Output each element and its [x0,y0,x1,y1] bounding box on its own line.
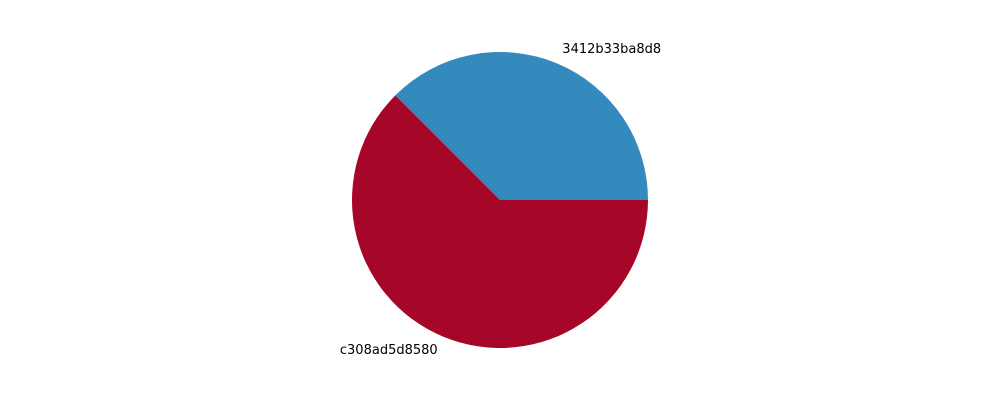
labels-layer: 3412b33ba8d8 c308ad5d8580 [340,42,661,358]
pie-slice-label-1: c308ad5d8580 [340,343,438,358]
slices-layer [352,52,648,348]
pie-slice-label-0: 3412b33ba8d8 [562,42,661,57]
pie-slice-1 [352,95,648,348]
pie-slice-0 [395,52,648,201]
